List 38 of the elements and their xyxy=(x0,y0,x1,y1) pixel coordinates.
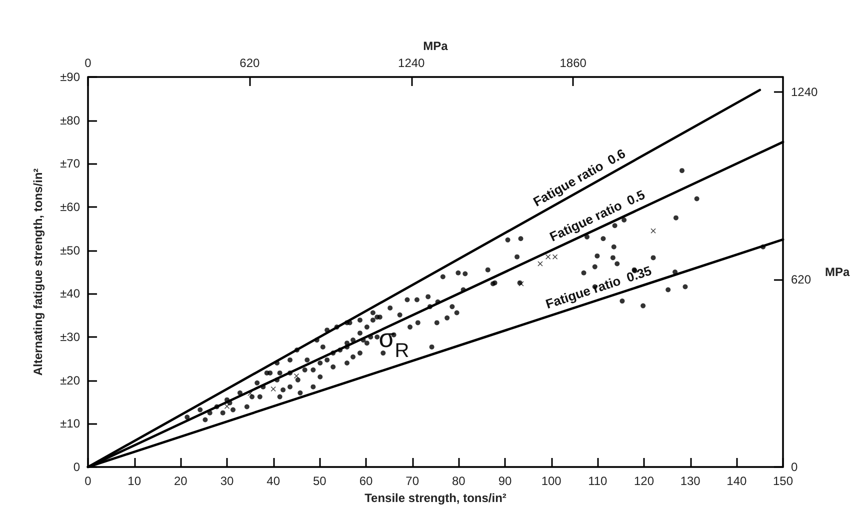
x-tick-label: 40 xyxy=(266,474,280,488)
text: Fatigue ratio 0.35 xyxy=(544,262,654,312)
y-tick-label: 0 xyxy=(73,460,80,474)
y-tick-label: ±40 xyxy=(60,286,80,301)
y-tick-label: ±70 xyxy=(60,156,80,171)
y-tick-label: ±30 xyxy=(60,330,80,344)
x-axis-title: Tensile strength, tons/in² xyxy=(364,490,506,505)
y-tick-label: ±50 xyxy=(60,243,80,258)
x-tick-label: 130 xyxy=(680,474,701,488)
x-tick-label: 10 xyxy=(128,474,142,488)
x-tick-label: 0 xyxy=(84,474,92,488)
x2-tick-label: 0 xyxy=(84,56,92,70)
x-tick-label: 20 xyxy=(174,474,188,488)
x2-tick-label: 620 xyxy=(240,56,260,70)
y-axis-title: Alternating fatigue strength, tons/in² xyxy=(31,168,45,376)
x-tick-label: 90 xyxy=(498,474,512,488)
x-tick-label: 140 xyxy=(726,474,747,488)
y2-tick-label: 1240 xyxy=(791,85,818,100)
x-tick-label: 70 xyxy=(406,474,420,488)
y2-tick-label: 620 xyxy=(791,272,812,287)
x-tick-label: 50 xyxy=(312,474,327,488)
y2-axis-title: MPa xyxy=(825,265,850,279)
y-tick-label: ±60 xyxy=(60,200,80,214)
y-tick-label: ±80 xyxy=(60,113,80,128)
x-tick-label: 60 xyxy=(359,474,373,488)
y-tick-label: ±10 xyxy=(60,416,80,431)
x-tick-label: 150 xyxy=(772,474,794,488)
x2-tick-label: 1240 xyxy=(398,56,426,70)
x-tick-label: 80 xyxy=(452,474,466,488)
y-tick-label: ±90 xyxy=(60,70,80,84)
y2-tick-label: 0 xyxy=(791,460,798,474)
x-tick-label: 120 xyxy=(634,474,654,488)
x2-tick-label: 1860 xyxy=(560,56,587,70)
y-tick-label: ±20 xyxy=(60,373,80,388)
x2-axis-title: MPa xyxy=(423,39,448,54)
x-tick-label: 110 xyxy=(588,474,608,488)
x-tick-label: 100 xyxy=(541,474,562,488)
x-tick-label: 30 xyxy=(220,474,234,488)
